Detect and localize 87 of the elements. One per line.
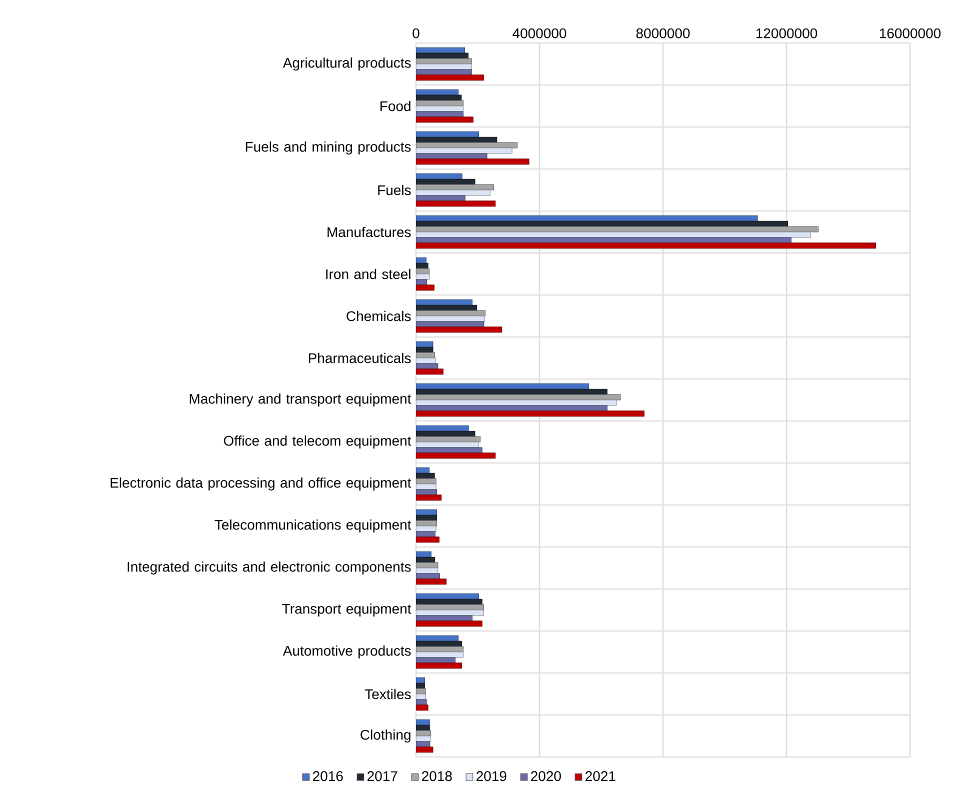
bar: [416, 531, 436, 538]
bar: [416, 158, 530, 165]
x-tick-label: 0: [412, 28, 420, 38]
bar: [416, 652, 464, 658]
bar: [416, 620, 482, 627]
bar: [416, 442, 479, 448]
bar: [416, 153, 488, 160]
bar: [416, 215, 758, 222]
bar: [416, 610, 484, 616]
bar: [416, 489, 437, 496]
bar: [416, 131, 479, 138]
bar: [416, 200, 496, 207]
bar: [416, 279, 428, 286]
bar: [416, 425, 469, 432]
bar: [416, 242, 876, 249]
bar: [416, 316, 486, 322]
bar: [416, 615, 472, 622]
legend-label: 2019: [476, 771, 506, 782]
bar: [416, 568, 438, 574]
bar: [416, 321, 484, 328]
y-tick-label: Fuels: [378, 184, 411, 196]
bar: [416, 410, 644, 417]
bar: [416, 284, 434, 291]
bar: [416, 494, 442, 501]
bar: [416, 635, 459, 642]
y-tick-label: Food: [380, 100, 410, 112]
bar: [416, 405, 608, 412]
bar: [416, 368, 444, 375]
bar: [416, 299, 472, 306]
bar: [416, 699, 427, 706]
bar: [416, 190, 490, 196]
bar: [416, 383, 589, 390]
bar: [416, 232, 811, 238]
bar: [416, 89, 459, 96]
bar: [416, 578, 447, 585]
y-tick-label: Integrated circuits and electronic components: [128, 561, 411, 575]
legend-label: 2017: [368, 771, 398, 782]
bar: [416, 452, 496, 459]
bar: [416, 106, 464, 112]
bar: [416, 536, 440, 543]
bar: [416, 593, 479, 600]
y-tick-label: Agricultural products: [282, 57, 411, 71]
bar: [416, 657, 456, 664]
y-tick-label: Textiles: [364, 688, 411, 700]
bar: [416, 746, 434, 753]
y-tick-label: Pharmaceuticals: [308, 352, 411, 364]
y-tick-label: Fuels and mining products: [246, 141, 411, 155]
bar: [416, 326, 502, 333]
bar: [416, 662, 462, 669]
legend-label: 2016: [313, 771, 343, 782]
bar: [416, 447, 482, 454]
x-tick-label: 8000000: [636, 28, 690, 38]
bar: [416, 573, 440, 580]
y-tick-label: Chemicals: [346, 310, 411, 322]
bar: [416, 363, 438, 370]
bar: [416, 195, 466, 202]
y-tick-label: Clothing: [360, 729, 410, 743]
bar: [416, 736, 432, 742]
legend-label: 2021: [586, 771, 616, 782]
y-tick-label: Manufactures: [328, 226, 411, 238]
y-tick-label: Office and telecom equipment: [224, 435, 412, 449]
bar: [416, 69, 472, 76]
y-tick-label: Automotive products: [282, 645, 411, 659]
x-tick-label: 12000000: [756, 28, 818, 38]
y-tick-label: Transport equipment: [282, 603, 412, 617]
y-tick-label: Electronic data processing and office equipment: [110, 477, 412, 491]
bar: [416, 148, 512, 154]
bar: [416, 111, 464, 118]
bar: [416, 47, 466, 54]
bar: [416, 704, 428, 711]
y-tick-label: Machinery and transport equipment: [190, 393, 412, 407]
bar: [416, 64, 472, 70]
bar: [416, 237, 792, 244]
bar: [416, 274, 430, 280]
bar: [416, 173, 462, 180]
bar: [416, 74, 484, 81]
x-tick-label: 4000000: [512, 28, 566, 38]
legend-label: 2020: [531, 771, 561, 782]
bar: [416, 358, 436, 364]
y-tick-label: Iron and steel: [326, 268, 410, 280]
legend-label: 2018: [422, 771, 452, 782]
x-tick-label: 16000000: [880, 28, 941, 38]
bar: [416, 526, 436, 532]
bar: [416, 484, 436, 490]
bar: [416, 400, 617, 406]
y-tick-label: Telecommunications equipment: [214, 519, 412, 533]
bar: [416, 116, 474, 123]
